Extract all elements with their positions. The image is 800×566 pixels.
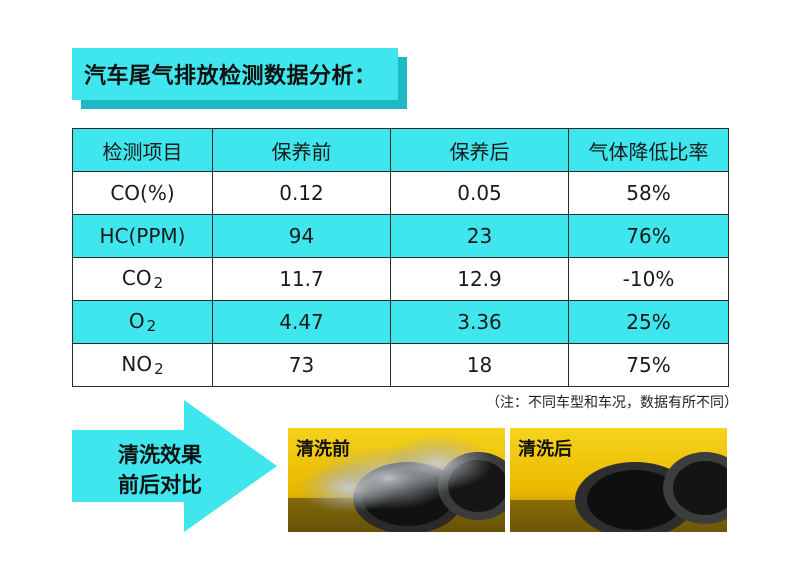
cell-rate: 25% (568, 300, 729, 344)
table-header-row: 检测项目 保养前 保养后 气体降低比率 (72, 128, 729, 172)
footnote: （注：不同车型和车况，数据有所不同） (486, 395, 738, 411)
header-before: 保养前 (212, 128, 391, 172)
cell-before: 73 (212, 343, 391, 387)
cell-after: 0.05 (390, 171, 569, 215)
subscript: 2 (153, 274, 164, 292)
comparison-caption: 清洗效果 前后对比 (118, 440, 238, 500)
cell-item: HC(PPM) (72, 214, 213, 258)
cell-item: CO 2 (72, 257, 213, 301)
title-banner: 汽车尾气排放检测数据分析： (72, 48, 407, 109)
header-after: 保养后 (390, 128, 569, 172)
cell-item: NO 2 (72, 343, 213, 387)
exhaust-pipe-smoke-image (288, 428, 505, 532)
cell-before: 94 (212, 214, 391, 258)
header-rate: 气体降低比率 (568, 128, 729, 172)
exhaust-photo-before: 清洗前 (288, 428, 505, 532)
arrow-right-icon (72, 400, 277, 532)
header-item: 检测项目 (72, 128, 213, 172)
photo-label-before: 清洗前 (296, 439, 350, 460)
cell-after: 3.36 (390, 300, 569, 344)
table-row: CO(%) 0.12 0.05 58% (72, 171, 729, 215)
exhaust-photo-after: 清洗后 (510, 428, 727, 532)
exhaust-pipe-clean-image (510, 428, 727, 532)
cell-before: 11.7 (212, 257, 391, 301)
subscript: 2 (154, 360, 164, 378)
table-row: CO 2 11.7 12.9 -10% (72, 257, 729, 301)
cell-after: 12.9 (390, 257, 569, 301)
table-row: HC(PPM) 94 23 76% (72, 214, 729, 258)
cell-before: 0.12 (212, 171, 391, 215)
page-title: 汽车尾气排放检测数据分析： (72, 48, 398, 100)
comparison-caption-line2: 前后对比 (118, 473, 202, 497)
cell-after: 23 (390, 214, 569, 258)
cell-rate: -10% (568, 257, 729, 301)
emission-table: 检测项目 保养前 保养后 气体降低比率 CO(%) 0.12 0.05 58% … (72, 128, 729, 387)
cell-after: 18 (390, 343, 569, 387)
cell-rate: 58% (568, 171, 729, 215)
cell-rate: 75% (568, 343, 729, 387)
subscript: 2 (146, 317, 157, 335)
comparison-caption-line1: 清洗效果 (118, 443, 202, 467)
cell-rate: 76% (568, 214, 729, 258)
table-row: NO 2 73 18 75% (72, 343, 729, 387)
cell-before: 4.47 (212, 300, 391, 344)
photo-label-after: 清洗后 (518, 439, 572, 460)
cell-item: CO(%) (72, 171, 213, 215)
